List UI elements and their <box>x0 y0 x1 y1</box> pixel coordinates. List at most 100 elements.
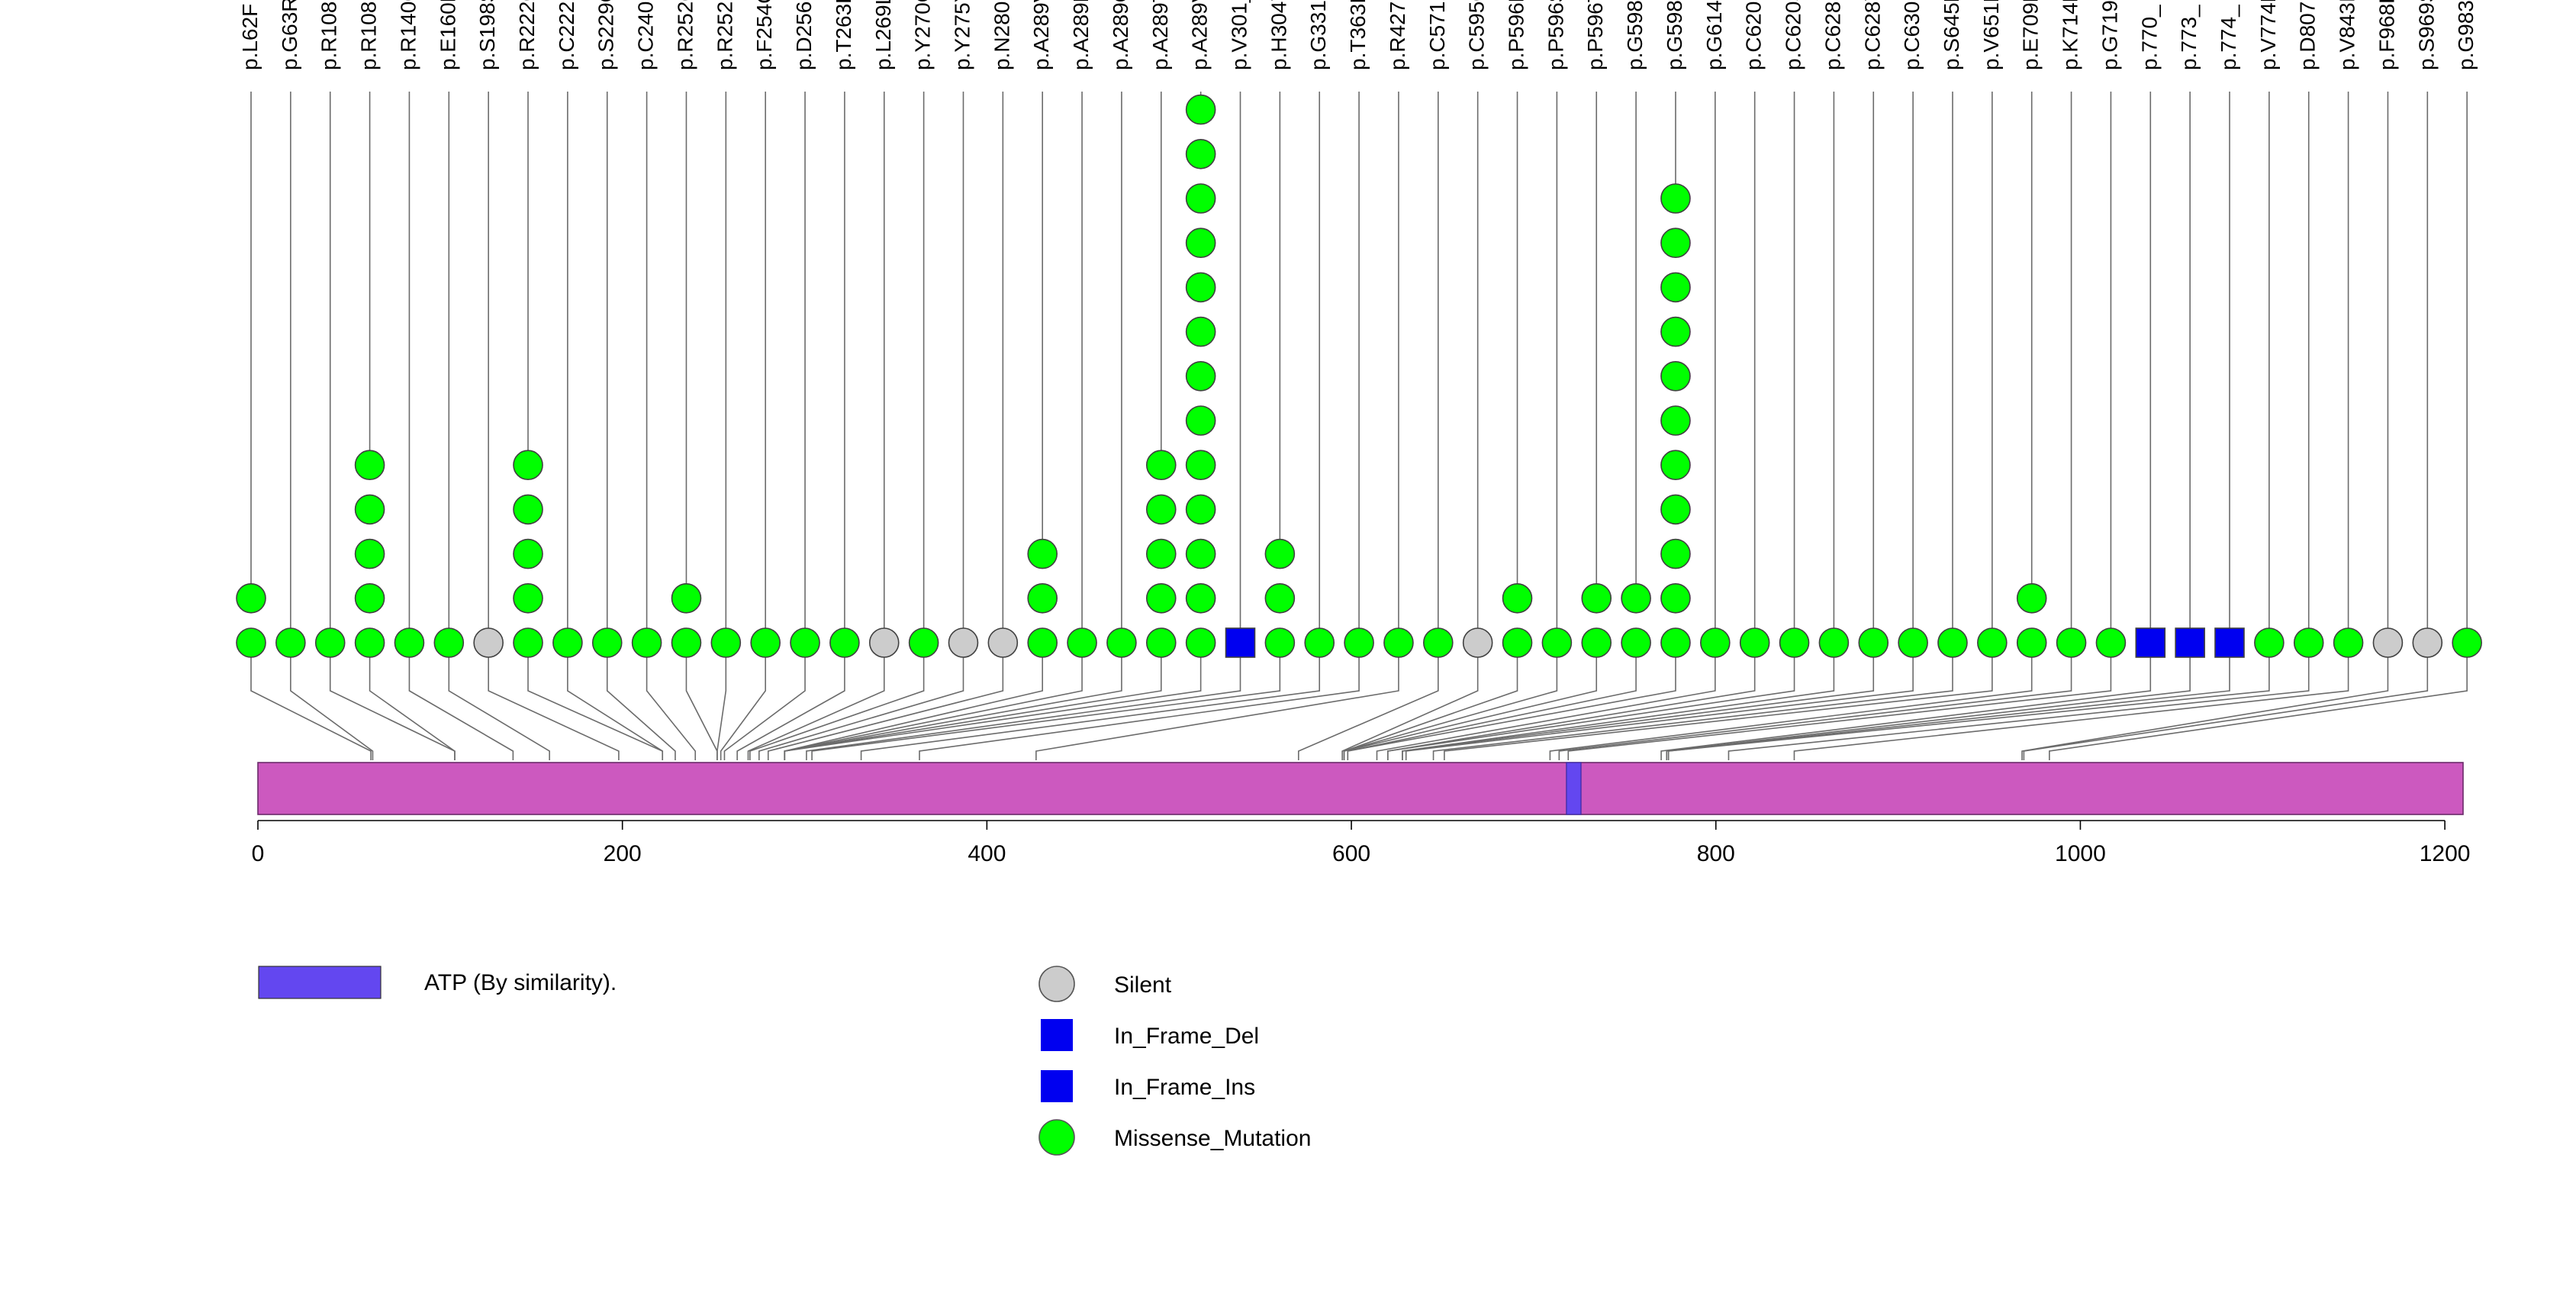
mutation-marker-circle <box>2412 627 2443 658</box>
mutation-marker-circle <box>1185 627 1216 658</box>
mutation-marker-circle <box>1660 450 1691 481</box>
mutation-marker-circle <box>1185 582 1216 614</box>
legend-swatch-square <box>1041 1070 1073 1102</box>
connector-line <box>1444 643 1993 760</box>
mutation-marker-circle <box>790 627 820 658</box>
mutation-marker-circle <box>1264 627 1296 658</box>
mutation-marker-circle <box>1185 227 1216 259</box>
mutation-label: p.C620F <box>1742 0 1766 70</box>
connector-line <box>860 643 1321 760</box>
connector-line <box>527 643 664 760</box>
mutation-label: p.C222F <box>555 0 578 70</box>
mutation-marker-circle <box>2254 627 2285 658</box>
mutation-marker-circle <box>1185 494 1216 525</box>
mutation-marker-circle <box>275 627 306 658</box>
connector-line <box>329 643 456 760</box>
mutation-marker-circle <box>1383 627 1414 658</box>
mutation-marker-circle <box>868 627 900 658</box>
mutation-marker-circle <box>948 627 979 658</box>
x-tick-label: 0 <box>252 841 265 866</box>
mutation-marker-circle <box>1621 627 1651 658</box>
mutation-marker-circle <box>1027 538 1058 569</box>
connector-line <box>758 643 964 760</box>
mutation-label: p.V651M <box>1979 0 2003 70</box>
connector-line <box>749 643 925 760</box>
legend: ATP (By similarity). Silent In_Frame_Del In… <box>258 966 1311 1156</box>
mutation-marker-circle <box>1106 627 1137 658</box>
mutation-label: p.H304Y <box>1267 0 1290 70</box>
mutation-marker-circle <box>1502 627 1533 658</box>
mutation-label: p.C620S <box>1782 0 1805 70</box>
mutation-label: p.A289V <box>1188 0 1212 70</box>
legend-domain-label: ATP (By similarity). <box>424 970 617 995</box>
connector-line <box>2049 643 2468 760</box>
connector-line <box>1667 643 2270 760</box>
mutation-marker-circle <box>513 494 543 525</box>
mutation-label: p.N280N <box>990 0 1013 70</box>
mutation-label: p.R252P <box>713 0 736 70</box>
connector-line <box>606 643 676 760</box>
mutation-marker-circle <box>354 450 385 481</box>
mutation-marker-circle <box>1977 627 2008 658</box>
mutation-marker-circle <box>1660 405 1691 436</box>
mutation-marker-circle <box>1818 627 1850 658</box>
mutation-label: p.L269L <box>871 0 895 70</box>
connector-line <box>250 643 372 760</box>
mutation-marker-circle <box>2056 627 2087 658</box>
mutation-marker-circle <box>2372 627 2404 658</box>
mutation-label: p.G614A <box>1702 0 1726 70</box>
legend-type-label: Missense_Mutation <box>1114 1126 1311 1151</box>
mutation-marker-circle <box>2095 627 2127 658</box>
mutation-marker-circle <box>1067 627 1097 658</box>
mutation-marker-circle <box>2333 627 2364 658</box>
connector-line <box>720 643 766 760</box>
mutation-label: p.R108K <box>317 0 341 70</box>
x-tick-label: 800 <box>1697 841 1735 866</box>
mutation-label: p.G983R <box>2454 0 2478 70</box>
mutation-marker-circle <box>1304 627 1335 658</box>
mutation-marker-circle <box>1581 627 1612 658</box>
mutation-label: p.R427L <box>1386 0 1409 70</box>
connector-line <box>1347 643 1676 760</box>
mutation-label: p.S969S <box>2414 0 2438 70</box>
connector-line <box>1728 643 2310 760</box>
connector-line <box>767 643 1004 760</box>
mutation-label: p.K714R <box>2059 0 2082 70</box>
mutation-marker-circle <box>1660 227 1691 259</box>
mutation-marker-circle <box>2452 627 2482 658</box>
mutation-marker-circle <box>236 582 266 614</box>
legend-type-label: In_Frame_Del <box>1114 1024 1259 1049</box>
mutation-label: p.C628Y <box>1860 0 1884 70</box>
connector-line <box>1035 643 1399 760</box>
mutation-marker-circle <box>1185 450 1216 481</box>
mutation-marker-circle <box>1502 582 1533 614</box>
mutation-label: p.P596T <box>1583 0 1607 70</box>
mutation-marker-circle <box>433 627 465 658</box>
mutation-label: p.G331R <box>1306 0 1330 70</box>
mutation-label: p.F968F <box>2375 0 2398 70</box>
mutation-label: p.C595C <box>1465 0 1489 70</box>
mutation-label: p.R252C <box>673 0 697 70</box>
connector-line <box>1558 643 2072 760</box>
mutation-marker-circle <box>908 627 939 658</box>
mutation-marker-circle <box>829 627 860 658</box>
stem-lines <box>250 92 2468 643</box>
connector-line <box>784 643 1202 760</box>
mutation-label: p.773_ <box>2177 5 2201 70</box>
connector-line <box>1793 643 2349 760</box>
mutation-label: p.S645F <box>1940 0 1963 70</box>
mutation-marker-circle <box>1185 316 1216 347</box>
connector-line <box>408 643 514 760</box>
mutation-marker-circle <box>671 582 702 614</box>
protein-bar <box>257 762 2464 815</box>
connector-line <box>488 643 620 760</box>
protein-track <box>257 762 2464 815</box>
mutation-marker-circle <box>394 627 425 658</box>
mutation-marker-circle <box>1660 272 1691 303</box>
connector-line <box>1297 643 1439 760</box>
mutation-label: p.S229C <box>594 0 618 70</box>
mutation-label: p.D256N <box>792 0 816 70</box>
mutation-label: p.R140Q <box>396 0 420 70</box>
mutation-marker-circle <box>591 627 623 658</box>
mutation-label: p.C630R <box>1900 0 1924 70</box>
